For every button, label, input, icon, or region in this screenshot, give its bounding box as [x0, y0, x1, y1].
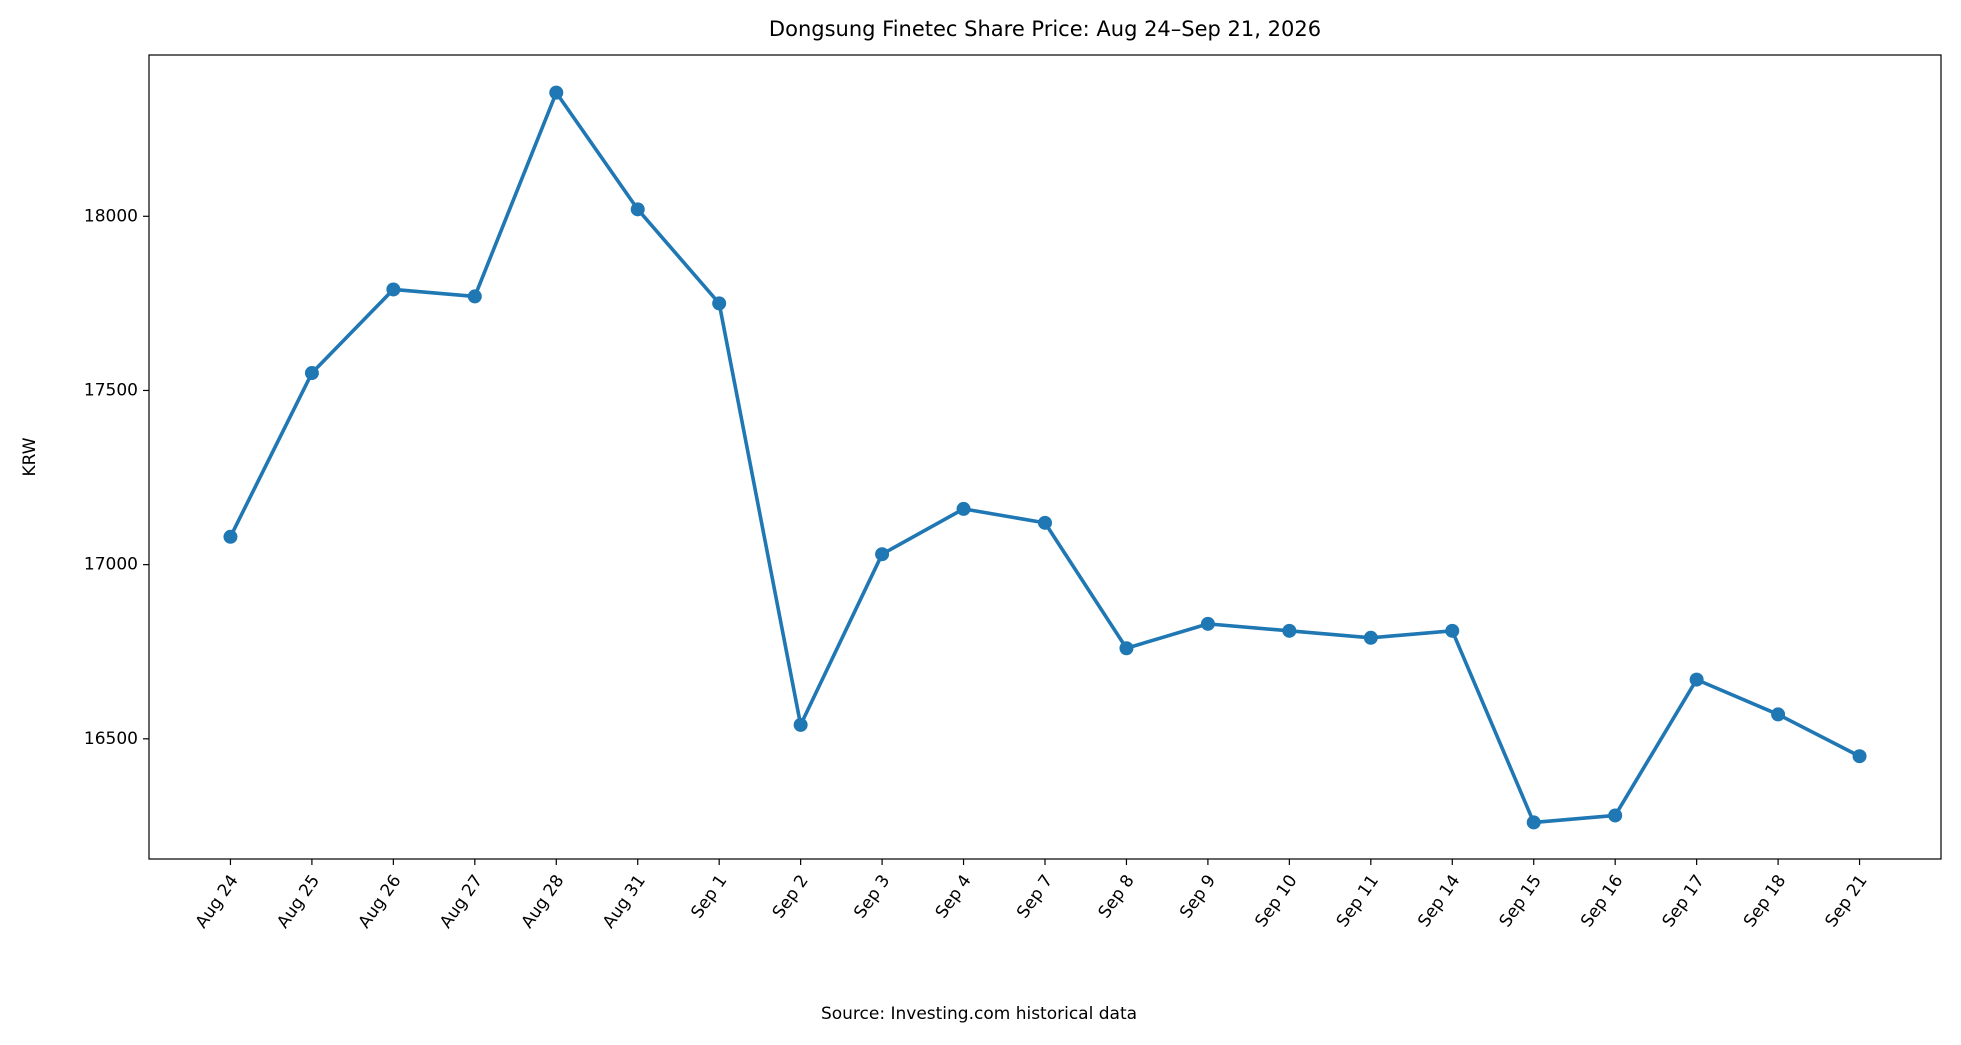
- y-tick-label: 16500: [84, 729, 138, 749]
- y-tick-label: 18000: [84, 206, 138, 226]
- x-tick-label: Sep 18: [1740, 871, 1790, 931]
- y-axis-label: KRW: [20, 437, 40, 476]
- price-point: [1608, 808, 1623, 823]
- price-point: [386, 282, 401, 297]
- price-point: [793, 717, 808, 732]
- x-tick-label: Sep 14: [1414, 871, 1464, 931]
- plot-frame: [148, 54, 1942, 860]
- x-tick-label: Sep 3: [850, 871, 894, 922]
- price-point: [223, 529, 238, 544]
- x-tick-label: Sep 2: [769, 871, 813, 922]
- x-tick-label: Aug 31: [599, 871, 650, 932]
- x-tick-label: Aug 28: [518, 871, 569, 932]
- x-tick-label: Sep 9: [1176, 871, 1220, 922]
- price-point: [549, 85, 564, 100]
- price-line: [228, 90, 1861, 825]
- price-point: [956, 501, 971, 516]
- x-tick-label: Aug 24: [192, 871, 243, 932]
- source-note: Source: Investing.com historical data: [821, 1004, 1137, 1024]
- x-tick-label: Sep 17: [1659, 871, 1709, 931]
- x-tick-label: Sep 1: [687, 871, 731, 922]
- x-tick-label: Aug 25: [273, 871, 324, 932]
- price-point: [1852, 749, 1867, 764]
- price-point: [1038, 515, 1052, 530]
- x-tick-label: Aug 27: [436, 871, 487, 932]
- price-point: [1363, 630, 1378, 645]
- x-tick-label: Sep 4: [932, 871, 976, 922]
- x-tick-label: Sep 7: [1013, 871, 1057, 922]
- x-tick-label: Sep 10: [1251, 871, 1301, 931]
- price-point: [875, 547, 890, 562]
- price-point: [1282, 623, 1297, 638]
- x-tick-label: Sep 8: [1095, 871, 1139, 922]
- price-point: [1200, 616, 1215, 631]
- price-point: [630, 202, 645, 217]
- y-tick-label: 17500: [84, 380, 138, 400]
- chart-title: Dongsung Finetec Share Price: Aug 24–Sep…: [769, 17, 1321, 41]
- x-tick-label: Aug 26: [355, 871, 406, 932]
- price-point: [304, 366, 319, 381]
- x-tick-label: Sep 16: [1577, 871, 1627, 931]
- price-point: [1771, 707, 1786, 722]
- price-point: [1689, 672, 1704, 687]
- price-point: [1445, 623, 1460, 638]
- x-tick-label: Sep 11: [1333, 871, 1383, 931]
- price-point: [467, 289, 482, 304]
- price-point: [712, 296, 727, 311]
- y-tick-label: 17000: [84, 555, 138, 575]
- x-tick-label: Sep 15: [1496, 871, 1546, 931]
- price-point: [1526, 815, 1541, 830]
- x-tick-label: Sep 21: [1821, 871, 1871, 931]
- price-point: [1119, 641, 1134, 656]
